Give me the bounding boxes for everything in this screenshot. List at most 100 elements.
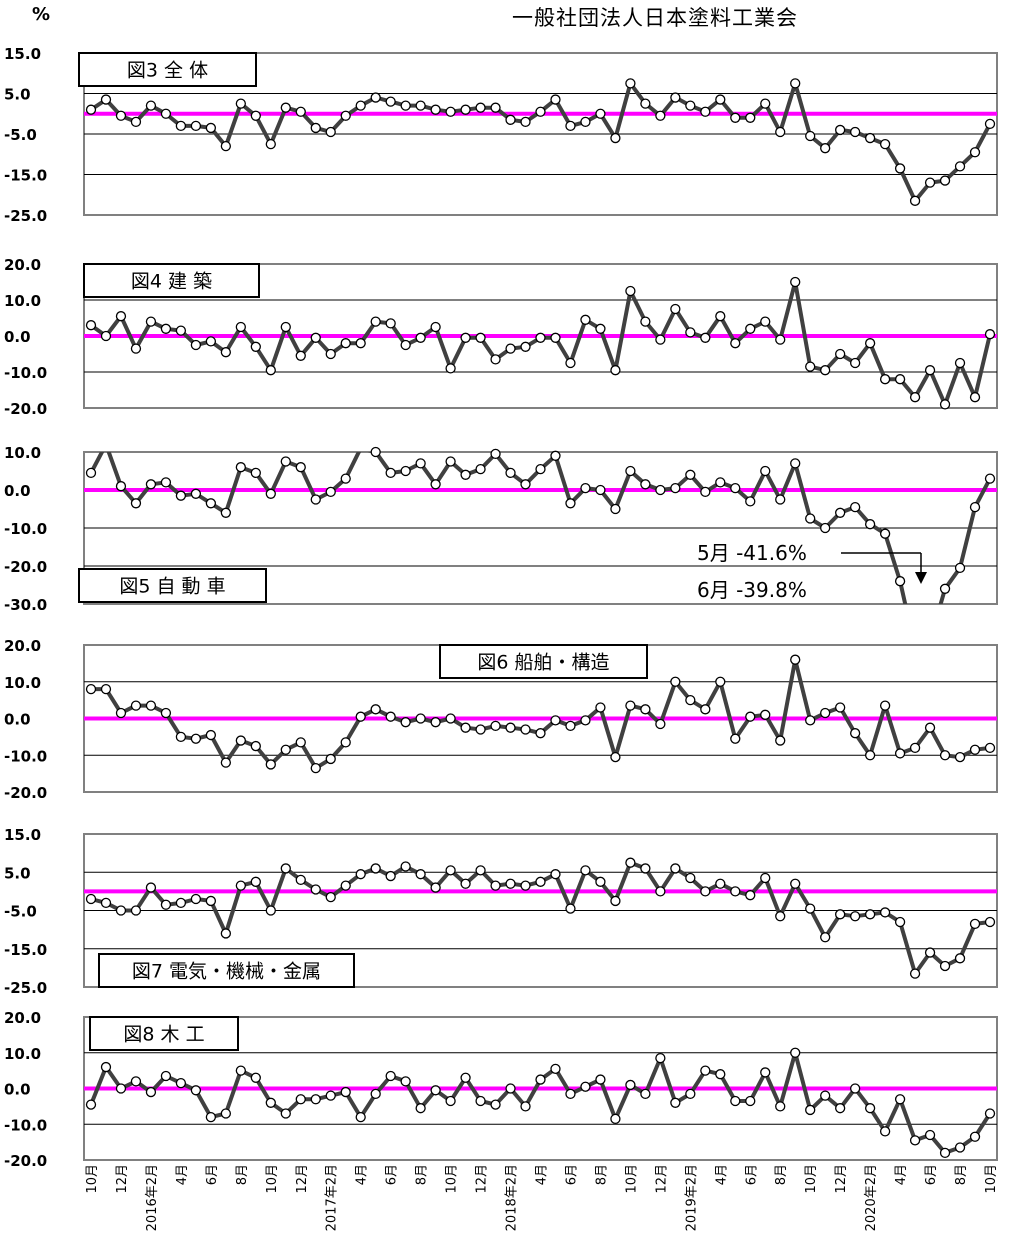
data-point <box>864 132 876 144</box>
data-point <box>490 102 501 113</box>
data-point <box>595 1074 606 1085</box>
data-point <box>205 498 217 509</box>
data-point <box>730 1095 741 1107</box>
data-point <box>984 916 996 928</box>
data-point <box>85 1099 97 1110</box>
data-point <box>355 338 366 349</box>
data-point <box>385 870 396 882</box>
y-tick-label: 10.0 <box>4 292 41 310</box>
data-point <box>984 1108 996 1119</box>
y-tick-label: -10.0 <box>4 747 47 765</box>
y-tick-label: -10.0 <box>4 1116 47 1134</box>
x-tick-label: 8月 <box>774 1164 789 1185</box>
data-point <box>909 1135 921 1146</box>
data-point <box>835 507 846 518</box>
panel-title: 図8 木 工 <box>123 1024 204 1046</box>
panel-title-box <box>78 568 267 603</box>
data-point <box>370 863 381 874</box>
data-point <box>385 1070 396 1082</box>
data-point <box>655 718 666 730</box>
data-point <box>924 947 936 958</box>
data-point <box>160 707 172 719</box>
data-point <box>745 496 756 507</box>
data-point <box>580 865 591 876</box>
data-point <box>265 759 276 770</box>
data-point <box>775 494 786 505</box>
data-point <box>625 78 636 89</box>
data-point <box>370 316 381 327</box>
data-point <box>969 392 981 403</box>
panel-title: 図5 自 動 車 <box>119 576 225 598</box>
data-point <box>520 479 531 490</box>
data-point <box>850 728 861 739</box>
data-point <box>295 350 306 361</box>
y-tick-label: 20.0 <box>4 256 41 274</box>
data-point <box>625 700 636 711</box>
data-point <box>520 116 531 127</box>
data-point <box>760 98 771 109</box>
data-point <box>655 334 666 345</box>
data-point <box>415 458 426 469</box>
data-point <box>610 365 621 376</box>
data-point <box>355 1111 366 1123</box>
data-point <box>924 177 936 188</box>
data-point <box>295 874 306 886</box>
data-point <box>430 479 441 490</box>
data-point <box>445 1095 456 1107</box>
data-point <box>250 1072 261 1083</box>
data-point <box>700 106 711 117</box>
data-point <box>730 886 741 897</box>
data-point <box>175 897 187 908</box>
data-point <box>340 737 351 748</box>
data-point <box>805 1104 816 1116</box>
y-tick-label: -20.0 <box>4 400 47 418</box>
x-tick-label: 4月 <box>175 1164 190 1185</box>
data-point <box>670 676 681 687</box>
x-tick-label: 6月 <box>385 1164 400 1185</box>
data-point <box>864 1103 876 1114</box>
data-point <box>310 332 321 343</box>
x-tick-label: 2019年2月 <box>684 1164 699 1231</box>
data-point <box>325 891 336 903</box>
data-point <box>505 343 516 354</box>
data-point <box>100 897 112 908</box>
data-point <box>460 469 471 480</box>
data-point <box>145 882 157 893</box>
data-point <box>520 1101 531 1112</box>
data-point <box>340 110 351 121</box>
data-point <box>550 869 561 880</box>
y-tick-label: 20.0 <box>4 1009 41 1027</box>
data-point <box>685 100 696 111</box>
data-point <box>610 503 621 515</box>
data-point <box>700 486 711 498</box>
data-point <box>894 576 906 587</box>
data-point <box>835 348 846 360</box>
panel-title-box <box>89 1016 239 1051</box>
data-point <box>790 78 801 89</box>
data-point <box>295 106 306 117</box>
data-point <box>355 869 366 880</box>
x-tick-label: 12月 <box>475 1164 490 1194</box>
x-tick-label: 6月 <box>924 1164 939 1185</box>
data-point <box>115 905 127 916</box>
data-point <box>460 722 471 733</box>
data-point <box>190 1085 202 1096</box>
data-point <box>400 339 411 351</box>
data-point <box>115 481 127 492</box>
data-point <box>775 126 786 138</box>
data-point <box>235 321 246 333</box>
data-point <box>909 195 921 206</box>
data-point <box>250 467 261 479</box>
data-point <box>610 132 621 144</box>
data-point <box>894 748 906 759</box>
x-tick-label: 4月 <box>714 1164 729 1185</box>
annotation-arrowhead <box>915 572 927 584</box>
data-point <box>205 729 217 741</box>
data-point <box>565 1088 576 1100</box>
data-point <box>85 320 97 331</box>
data-point <box>175 490 187 501</box>
data-point <box>370 446 381 458</box>
data-point <box>265 488 276 499</box>
data-point <box>625 1079 636 1091</box>
data-point <box>745 711 756 722</box>
